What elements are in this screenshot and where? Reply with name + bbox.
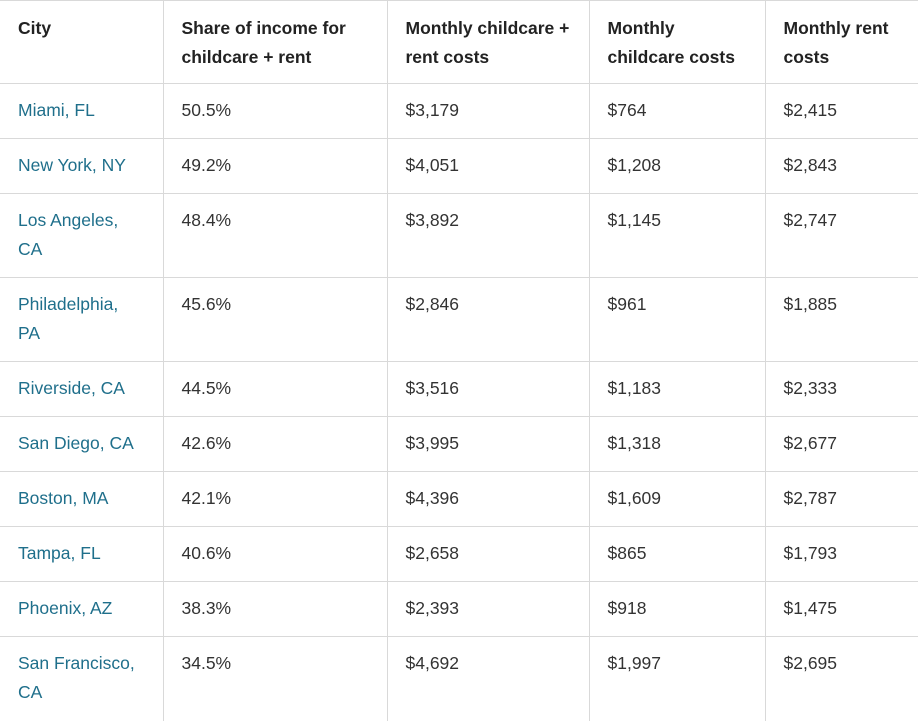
childcare-cost-cell: $764 xyxy=(588,83,766,139)
table-row: Phoenix, AZ 38.3% $2,393 $918 $1,475 xyxy=(0,581,918,637)
total-cost-cell: $3,179 xyxy=(386,83,590,139)
table-row: Philadelphia, PA 45.6% $2,846 $961 $1,88… xyxy=(0,277,918,362)
table-row: Tampa, FL 40.6% $2,658 $865 $1,793 xyxy=(0,526,918,582)
city-link[interactable]: San Diego, CA xyxy=(0,416,164,472)
total-cost-cell: $4,692 xyxy=(386,636,590,721)
city-link[interactable]: New York, NY xyxy=(0,138,164,194)
rent-cost-cell: $2,333 xyxy=(764,361,918,417)
childcare-cost-cell: $1,208 xyxy=(588,138,766,194)
share-cell: 42.6% xyxy=(162,416,388,472)
table-row: Los Angeles, CA 48.4% $3,892 $1,145 $2,7… xyxy=(0,193,918,278)
table-row: New York, NY 49.2% $4,051 $1,208 $2,843 xyxy=(0,138,918,194)
total-cost-cell: $2,658 xyxy=(386,526,590,582)
rent-cost-cell: $1,885 xyxy=(764,277,918,362)
city-link[interactable]: Phoenix, AZ xyxy=(0,581,164,637)
header-share-of-income: Share of income for childcare + rent xyxy=(162,0,388,84)
total-cost-cell: $2,846 xyxy=(386,277,590,362)
header-monthly-childcare-rent: Monthly childcare + rent costs xyxy=(386,0,590,84)
share-cell: 40.6% xyxy=(162,526,388,582)
share-cell: 49.2% xyxy=(162,138,388,194)
share-cell: 45.6% xyxy=(162,277,388,362)
childcare-cost-cell: $961 xyxy=(588,277,766,362)
share-cell: 50.5% xyxy=(162,83,388,139)
childcare-cost-cell: $1,609 xyxy=(588,471,766,527)
city-link[interactable]: Riverside, CA xyxy=(0,361,164,417)
share-cell: 34.5% xyxy=(162,636,388,721)
header-city: City xyxy=(0,0,164,84)
total-cost-cell: $4,396 xyxy=(386,471,590,527)
rent-cost-cell: $2,787 xyxy=(764,471,918,527)
total-cost-cell: $2,393 xyxy=(386,581,590,637)
city-link[interactable]: Boston, MA xyxy=(0,471,164,527)
header-monthly-rent: Monthly rent costs xyxy=(764,0,918,84)
rent-cost-cell: $1,793 xyxy=(764,526,918,582)
childcare-cost-cell: $865 xyxy=(588,526,766,582)
share-cell: 42.1% xyxy=(162,471,388,527)
total-cost-cell: $3,516 xyxy=(386,361,590,417)
header-monthly-childcare: Monthly childcare costs xyxy=(588,0,766,84)
share-cell: 38.3% xyxy=(162,581,388,637)
total-cost-cell: $3,892 xyxy=(386,193,590,278)
city-link[interactable]: Tampa, FL xyxy=(0,526,164,582)
table-row: San Diego, CA 42.6% $3,995 $1,318 $2,677 xyxy=(0,416,918,472)
city-link[interactable]: San Francisco, CA xyxy=(0,636,164,721)
city-link[interactable]: Miami, FL xyxy=(0,83,164,139)
city-link[interactable]: Los Angeles, CA xyxy=(0,193,164,278)
share-cell: 44.5% xyxy=(162,361,388,417)
table-row: Boston, MA 42.1% $4,396 $1,609 $2,787 xyxy=(0,471,918,527)
table-row: San Francisco, CA 34.5% $4,692 $1,997 $2… xyxy=(0,636,918,721)
header-row: City Share of income for childcare + ren… xyxy=(0,0,918,84)
rent-cost-cell: $1,475 xyxy=(764,581,918,637)
city-link[interactable]: Philadelphia, PA xyxy=(0,277,164,362)
rent-cost-cell: $2,695 xyxy=(764,636,918,721)
rent-cost-cell: $2,843 xyxy=(764,138,918,194)
childcare-cost-cell: $1,145 xyxy=(588,193,766,278)
total-cost-cell: $4,051 xyxy=(386,138,590,194)
childcare-cost-cell: $1,997 xyxy=(588,636,766,721)
rent-cost-cell: $2,747 xyxy=(764,193,918,278)
childcare-cost-cell: $1,318 xyxy=(588,416,766,472)
rent-cost-cell: $2,677 xyxy=(764,416,918,472)
rent-cost-cell: $2,415 xyxy=(764,83,918,139)
table-row: Miami, FL 50.5% $3,179 $764 $2,415 xyxy=(0,83,918,139)
table-row: Riverside, CA 44.5% $3,516 $1,183 $2,333 xyxy=(0,361,918,417)
share-cell: 48.4% xyxy=(162,193,388,278)
childcare-cost-cell: $918 xyxy=(588,581,766,637)
childcare-cost-cell: $1,183 xyxy=(588,361,766,417)
total-cost-cell: $3,995 xyxy=(386,416,590,472)
